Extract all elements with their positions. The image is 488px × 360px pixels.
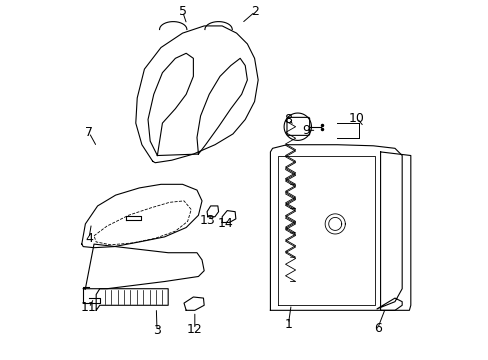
Text: 11: 11 bbox=[81, 301, 97, 314]
Text: 9: 9 bbox=[301, 124, 309, 137]
Text: 14: 14 bbox=[218, 217, 233, 230]
FancyBboxPatch shape bbox=[286, 117, 309, 135]
Text: 6: 6 bbox=[373, 322, 381, 335]
Text: 5: 5 bbox=[178, 5, 186, 18]
Text: 10: 10 bbox=[348, 112, 364, 125]
Text: 13: 13 bbox=[200, 214, 215, 227]
Text: 7: 7 bbox=[85, 126, 93, 139]
Text: 2: 2 bbox=[251, 5, 259, 18]
Text: 1: 1 bbox=[284, 318, 292, 330]
Text: 8: 8 bbox=[284, 113, 292, 126]
Text: 3: 3 bbox=[153, 324, 161, 337]
Text: 12: 12 bbox=[186, 323, 203, 336]
Text: 4: 4 bbox=[85, 232, 93, 245]
